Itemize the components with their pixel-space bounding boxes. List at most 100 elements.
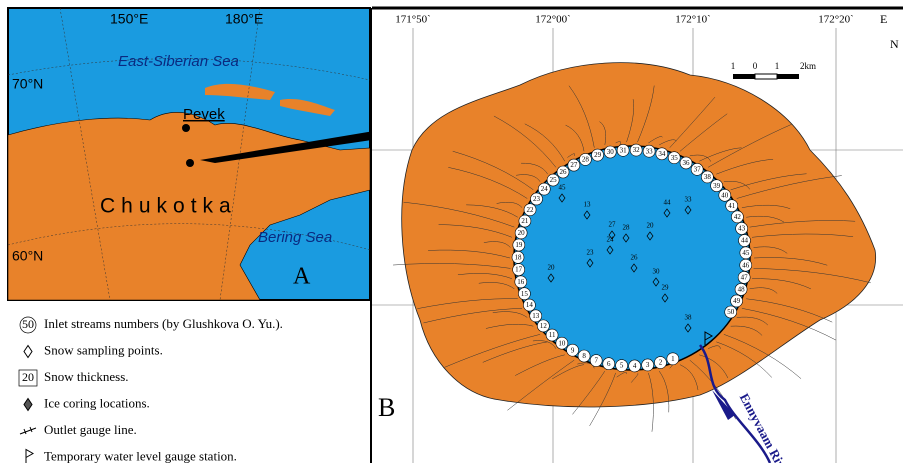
stream [707, 124, 792, 168]
inlet-marker [555, 336, 569, 350]
sampling-point [583, 210, 591, 220]
stream [616, 372, 627, 378]
sampling-point [622, 233, 630, 243]
stream [749, 220, 856, 228]
stream [567, 153, 575, 158]
lon-label: 171°50` [395, 14, 431, 26]
inlet-marker [591, 148, 604, 162]
stream [630, 373, 639, 383]
inlet-marker [739, 246, 753, 260]
inlet-marker [628, 359, 641, 373]
snow-thickness: 38 [685, 314, 693, 322]
inlet-number: 11 [549, 331, 556, 339]
sampling-point [684, 205, 692, 215]
snow-thickness: 33 [685, 196, 693, 204]
inlet-number: 22 [527, 206, 535, 214]
snow-thickness: 20 [647, 222, 655, 230]
inlet-number: 1 [671, 355, 675, 363]
inlet-number: 6 [607, 360, 611, 368]
lon-label: 172°20` [818, 14, 854, 26]
stream [753, 246, 788, 254]
snow-thickness: 26 [631, 254, 639, 262]
inlet-marker [667, 151, 681, 164]
inlet-number: 48 [738, 286, 746, 294]
stream [428, 249, 511, 259]
inlet-number: 17 [515, 266, 523, 274]
inlet-number: 9 [571, 346, 575, 354]
legend: 50 Inlet streams numbers (by Glushkova O.… [18, 316, 283, 463]
inlet-marker [710, 179, 723, 192]
scale-label: 1 [775, 61, 780, 71]
inlet-number: 26 [560, 168, 568, 176]
stream [753, 257, 828, 266]
snow-thickness: 30 [653, 268, 661, 276]
sampling-point [547, 273, 555, 283]
sampling-point [630, 263, 638, 273]
inlet-marker [739, 258, 753, 272]
inlet-marker [529, 309, 543, 323]
inlet-number: 10 [558, 339, 566, 347]
stream [568, 85, 595, 148]
snow-thickness: 28 [623, 224, 631, 232]
legend-symbol [18, 369, 38, 387]
stream [669, 96, 716, 148]
inlet-number: 35 [671, 154, 679, 162]
north-label: N [890, 37, 899, 51]
inlet-marker [523, 203, 537, 216]
inlet-marker [603, 145, 617, 159]
inlet-number: 15 [521, 290, 529, 298]
stream [478, 282, 515, 290]
stream [746, 215, 785, 223]
legend-text: Outlet gauge line. [44, 422, 137, 437]
inlet-number: 14 [526, 301, 534, 309]
inlet-number: 7 [594, 357, 598, 365]
inlet-number: 50 [727, 308, 735, 316]
stream [403, 201, 515, 228]
sampling-point [661, 293, 669, 303]
inlet-number: 25 [550, 176, 558, 184]
inlet-marker [731, 210, 744, 224]
inlet-marker [734, 283, 748, 296]
snow-thickness: 45 [559, 184, 567, 192]
inset-arrow [200, 130, 385, 163]
scale-bar [733, 73, 799, 80]
stream [524, 123, 566, 162]
stream [648, 372, 654, 432]
streams [392, 85, 871, 432]
stream [392, 263, 511, 269]
inlet-marker [546, 173, 560, 187]
snow-thickness: 20 [548, 264, 556, 272]
stream [577, 362, 595, 369]
inlet-marker [518, 287, 531, 300]
snow-thickness: 44 [664, 199, 672, 207]
stream [716, 341, 772, 378]
inlet-number: 27 [570, 161, 578, 169]
pevek-dot [182, 124, 190, 132]
inlet-marker [512, 263, 525, 276]
stream [515, 354, 565, 376]
inlet-marker [545, 328, 559, 342]
sea-label: East-Siberian Sea [118, 53, 239, 70]
stream [730, 325, 763, 336]
inlet-marker [511, 251, 525, 264]
inlet-number: 34 [658, 150, 666, 158]
inlet-marker [690, 163, 704, 176]
inset-islands [205, 83, 335, 116]
inlet-number: 20 [518, 229, 526, 237]
inlet-marker [602, 357, 616, 371]
stream [679, 113, 728, 152]
town-label: Pevek [183, 106, 225, 123]
stream [521, 162, 548, 175]
stream [452, 150, 534, 191]
inlet-number: 3 [646, 361, 650, 369]
river-arrow [712, 390, 735, 420]
stream [753, 268, 871, 284]
inlet-number: 41 [728, 202, 736, 210]
inlet-number: 28 [582, 156, 590, 164]
sampling-point [663, 208, 671, 218]
stream [448, 167, 528, 199]
stream [572, 370, 606, 415]
inlet-marker [567, 158, 581, 172]
stream [417, 298, 518, 309]
